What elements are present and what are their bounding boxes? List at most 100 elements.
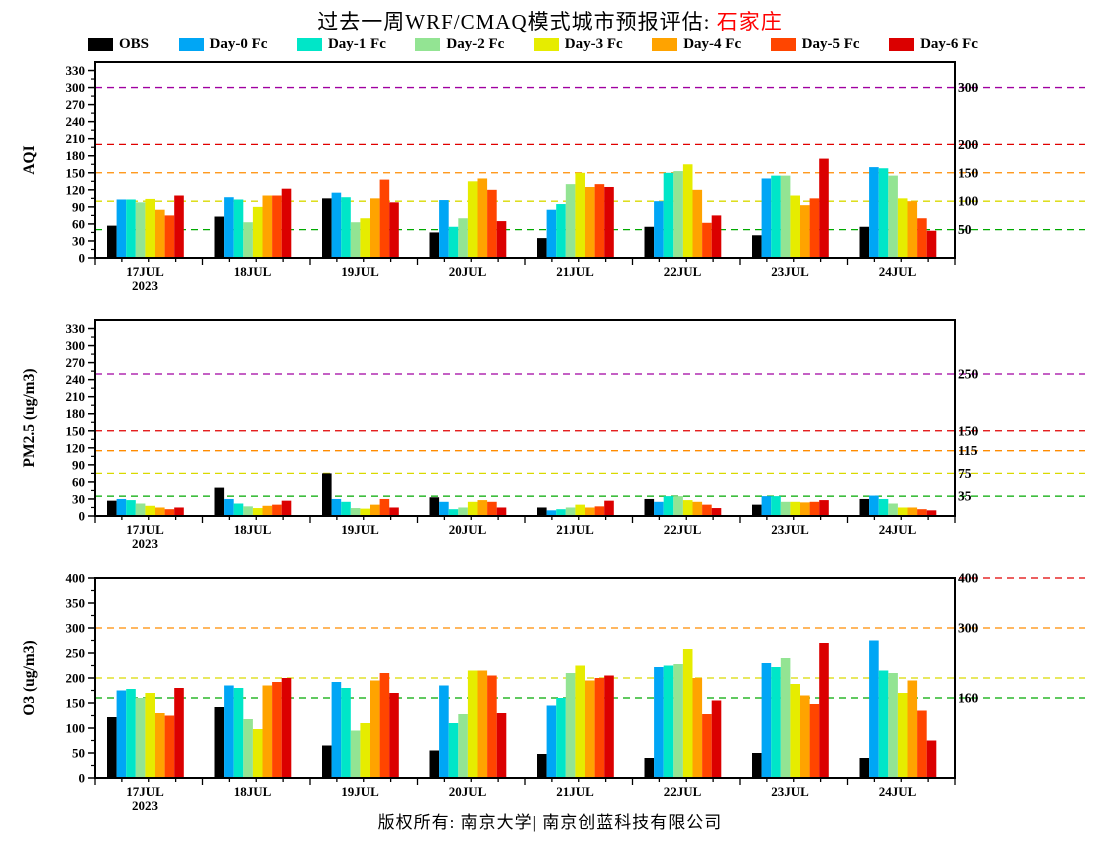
bar [155, 209, 165, 258]
bar [752, 235, 762, 258]
bar [350, 508, 361, 516]
reference-lines [95, 577, 1085, 699]
bar [644, 758, 655, 778]
series-obs [107, 198, 870, 258]
bar [682, 649, 693, 778]
reference-lines [95, 373, 1085, 497]
bar [262, 685, 273, 778]
bar [224, 685, 234, 778]
x-date-label: 19JUL [341, 264, 379, 279]
bar [565, 507, 576, 516]
bar [379, 673, 390, 778]
series-day-4-fc [155, 670, 918, 778]
bar [654, 501, 664, 516]
bar [654, 201, 664, 258]
bar [585, 507, 595, 516]
bar [448, 723, 459, 778]
threshold-label: 250 [958, 366, 979, 381]
bar [819, 500, 829, 516]
legend-swatch-day-4-fc [652, 38, 678, 51]
bar [907, 201, 918, 258]
bar [252, 508, 263, 516]
y-tick-label: 300 [66, 621, 86, 636]
legend-label-obs: OBS [119, 36, 150, 52]
bar [663, 665, 674, 778]
y-tick-label: 270 [66, 97, 86, 112]
y-tick-label: 350 [66, 596, 86, 611]
bar [243, 222, 253, 258]
x-date-label: 18JUL [234, 784, 272, 799]
series-day-5-fc [164, 179, 927, 258]
y-axis-title: AQI [21, 145, 38, 174]
bar [467, 501, 478, 516]
legend-swatch-day-0-fc [178, 38, 204, 51]
y-tick-label: 60 [72, 474, 85, 489]
o3-chart: 16030040005010015020025030035040017JUL20… [21, 571, 1085, 813]
bar [281, 678, 292, 778]
bar [272, 682, 282, 778]
x-date-label: 21JUL [556, 264, 594, 279]
bar [761, 496, 772, 516]
bar [663, 496, 674, 516]
legend-swatch-obs [88, 38, 113, 51]
threshold-label: 100 [958, 194, 979, 209]
bar [771, 496, 781, 516]
y-tick-label: 180 [66, 406, 86, 421]
bar [752, 504, 762, 516]
threshold-label: 50 [958, 222, 972, 237]
x-date-label: 24JUL [879, 264, 917, 279]
x-date-label: 23JUL [771, 784, 809, 799]
bar [214, 216, 225, 258]
legend-label-day-1-fc: Day-1 Fc [327, 36, 386, 52]
y-tick-label: 330 [66, 63, 86, 78]
series-day-4-fc [155, 178, 918, 258]
y-tick-label: 30 [72, 491, 85, 506]
bar [790, 684, 800, 778]
bar [878, 670, 889, 778]
bar [389, 693, 399, 778]
x-date-label: 24JUL [879, 784, 917, 799]
bar [917, 710, 927, 778]
bar [888, 175, 898, 258]
threshold-label: 115 [958, 443, 978, 458]
legend-swatch-day-2-fc [415, 38, 441, 51]
bar [214, 707, 225, 778]
bar [116, 690, 127, 778]
bar [331, 192, 342, 258]
threshold-label: 300 [958, 621, 979, 636]
threshold-label: 75 [958, 466, 972, 481]
bar [702, 222, 712, 258]
bar [379, 498, 390, 516]
page-title-text: 过去一周WRF/CMAQ模式城市预报评估: [317, 10, 717, 34]
y-tick-label: 90 [72, 457, 85, 472]
threshold-label: 160 [958, 691, 979, 706]
y-tick-label: 60 [72, 216, 85, 231]
bar [145, 505, 155, 516]
bar [800, 205, 810, 258]
x-date-label: 22JUL [664, 784, 702, 799]
bar [126, 500, 136, 516]
series-day-3-fc [145, 164, 908, 258]
bar [262, 195, 273, 258]
bar [869, 167, 879, 258]
threshold-label: 150 [958, 423, 979, 438]
legend-label-day-2-fc: Day-2 Fc [446, 36, 505, 52]
series-day-2-fc [135, 496, 898, 516]
bar [322, 745, 332, 778]
x-date-label: 19JUL [341, 522, 379, 537]
bar [350, 222, 361, 258]
x-date-label: 17JUL [126, 522, 164, 537]
x-date-label: 20JUL [449, 784, 487, 799]
bar [429, 750, 440, 778]
legend-label-day-4-fc: Day-4 Fc [683, 36, 742, 52]
bar [711, 215, 722, 258]
bar [272, 195, 282, 258]
series-day-6-fc [174, 643, 937, 778]
y-tick-label: 150 [66, 165, 86, 180]
y-tick-label: 250 [66, 646, 86, 661]
bar [897, 507, 908, 516]
y-axis: 0 30 60 90 120 150 180 210 240 270 300 330 [66, 321, 95, 524]
bar [926, 230, 937, 258]
